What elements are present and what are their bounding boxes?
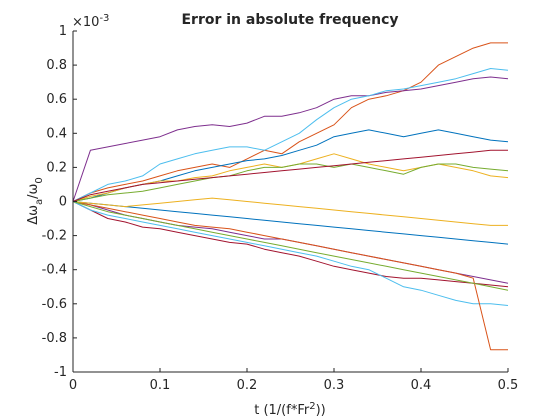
- x-tick-label: 0.5: [498, 378, 519, 393]
- y-tick-label: -0.8: [42, 331, 67, 346]
- y-tick-label: 1: [59, 24, 67, 39]
- series-line-1: [72, 42, 508, 202]
- y-ticks: 1 0.8 0.6 0.4 0.2 0 -0.2 -0.4 -0.6 -0.8 -1: [42, 24, 77, 380]
- series-line-7: [72, 201, 509, 288]
- y-tick-label: -0.2: [42, 229, 67, 244]
- x-ticks: 0 0.1 0.2 0.3 0.4 0.5: [69, 368, 518, 393]
- y-tick-label: 0.2: [46, 160, 67, 175]
- x-tick-label: 0.3: [324, 378, 345, 393]
- y-tick-label: 0.6: [46, 92, 67, 107]
- series-line-2: [72, 76, 509, 202]
- y-axis-label: Δωa/ω0: [26, 177, 45, 225]
- x-tick-label: 0: [69, 378, 77, 393]
- y-tick-label: 0.8: [46, 58, 67, 73]
- x-tick-label: 0.4: [411, 378, 432, 393]
- chart-title: Error in absolute frequency: [181, 12, 398, 28]
- series-line-14: [72, 149, 508, 202]
- series-line-12: [72, 197, 508, 226]
- series-line-3: [72, 68, 509, 202]
- series-line-10: [72, 201, 508, 351]
- x-axis-label: t (1/(f*Fr2)): [254, 401, 326, 418]
- series-line-13: [72, 201, 509, 291]
- y-multiplier-label: ×10-3: [72, 13, 109, 30]
- x-tick-label: 0.1: [150, 378, 171, 393]
- axes: [72, 31, 508, 373]
- series-line-9: [72, 201, 509, 306]
- y-tick-label: 0.4: [46, 126, 67, 141]
- series-line-6: [72, 163, 509, 202]
- series-layer: [72, 42, 509, 351]
- y-tick-label: -0.6: [42, 297, 67, 312]
- x-tick-label: 0.2: [237, 378, 258, 393]
- y-tick-label: -0.4: [42, 263, 67, 278]
- y-tick-label: -1: [54, 365, 67, 380]
- series-line-11: [72, 201, 509, 245]
- y-tick-label: 0: [59, 195, 67, 210]
